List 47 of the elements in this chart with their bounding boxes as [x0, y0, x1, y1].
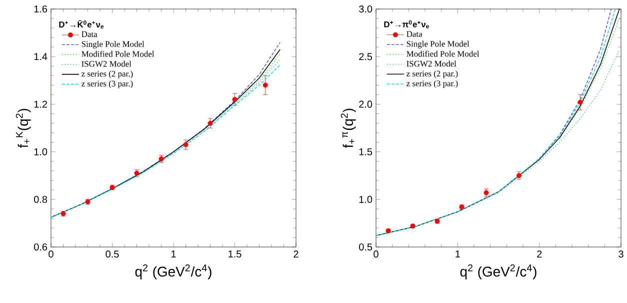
x-tick-label: 0 [374, 250, 378, 258]
line-series [204, 54, 280, 130]
y-tick-label: 1.0 [34, 148, 48, 156]
legend-label: z series (3 par.) [82, 80, 133, 88]
y-tick-label: 0.8 [34, 196, 48, 203]
legend-label: ISGW2 Model [82, 60, 132, 67]
x-axis-title: q$^{2}$ (GeV$^{2}$/c$^{4}$) [460, 264, 536, 280]
legend-label: Single Pole Model [406, 40, 470, 48]
y-tick-label: 1.5 [359, 148, 372, 156]
y-axis-title: f$_{+}$$^{K}$(q$^{2}$) [16, 108, 31, 148]
y-tick-label: 0.6 [34, 243, 48, 251]
y-tick-label: 2.5 [359, 53, 372, 60]
legend-label: z series (3 par.) [406, 80, 458, 88]
legend-label: Modified Pole Model [406, 50, 480, 57]
point [208, 120, 213, 126]
y-tick-label: 1.4 [34, 53, 48, 60]
legend-label: Data [406, 31, 422, 37]
point [232, 96, 238, 102]
legend-label: z series (2 par.) [82, 70, 133, 78]
legend-label: z series (2 par.) [406, 70, 458, 78]
x-axis-title: q$^{2}$ (GeV$^{2}$/c$^{4}$) [135, 264, 212, 280]
x-tick-label: 1 [456, 250, 460, 258]
point [262, 82, 268, 88]
text: D$^{+}$→π$^{0}$e$^{+}$ν$_{e}$ [384, 20, 429, 28]
x-tick-label: 2 [294, 250, 298, 258]
y-tick-label: 2.0 [359, 100, 372, 108]
y-tick-label: 0.5 [359, 243, 372, 251]
legend-label: Data [82, 31, 98, 38]
y-tick-label: 1.6 [34, 5, 48, 13]
y-axis-title: f$_{+}$$^{π}$(q$^{2}$) [340, 108, 356, 148]
x-tick-label: 2 [537, 250, 542, 258]
legend-label: Modified Pole Model [82, 50, 154, 57]
legend-label: ISGW2 Model [406, 60, 456, 67]
x-tick-label: 0 [48, 250, 54, 258]
text: D$^{+}$→K̄$^{0}$e$^{+}$ν$_{e}$ [59, 20, 104, 29]
point [183, 142, 188, 148]
x-tick-label: 1 [172, 250, 176, 258]
point [578, 100, 583, 105]
x-tick-label: 1.5 [228, 250, 242, 258]
line-series [538, 8, 612, 159]
x-tick-label: 3 [618, 250, 624, 258]
legend-label: Single Pole Model [82, 40, 144, 49]
y-tick-label: 1.2 [34, 100, 47, 108]
y-tick-label: 3.0 [359, 5, 372, 13]
line-series [559, 18, 620, 139]
x-tick-label: 0.5 [106, 250, 119, 258]
y-tick-label: 1.0 [359, 196, 372, 203]
